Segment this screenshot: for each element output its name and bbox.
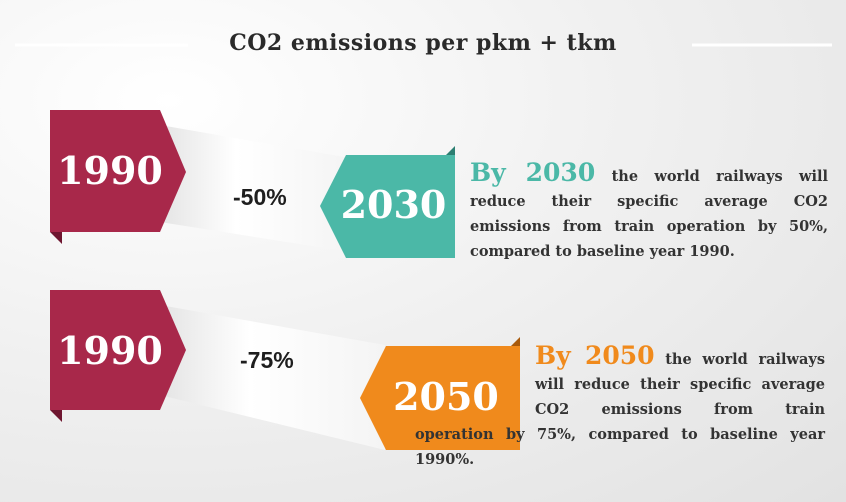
from-banner — [50, 110, 186, 232]
to-banner — [320, 155, 455, 258]
from-year: 1990 — [57, 328, 163, 373]
ribbon — [160, 305, 385, 450]
to-banner — [360, 346, 520, 450]
heading: By 2030 — [470, 158, 596, 187]
change: -75% — [240, 347, 294, 373]
fold — [50, 410, 62, 422]
to-year: 2030 — [340, 182, 447, 227]
description: By 2050 the world railways will reduce t… — [415, 343, 825, 472]
fold — [511, 337, 520, 346]
fold — [50, 232, 62, 244]
description: By 2030 the world railways will reduce t… — [470, 160, 828, 264]
fold — [446, 146, 455, 155]
body: the world railways will reduce their spe… — [470, 168, 828, 260]
change: -50% — [233, 184, 287, 210]
from-year: 1990 — [57, 148, 163, 193]
heading: By 2050 — [535, 341, 655, 370]
to-year: 2050 — [393, 374, 499, 419]
body: the world railways will reduce their spe… — [415, 351, 825, 468]
title: CO2 emissions per pkm + tkm — [229, 30, 617, 56]
ribbon — [160, 125, 350, 252]
from-banner — [50, 290, 186, 410]
